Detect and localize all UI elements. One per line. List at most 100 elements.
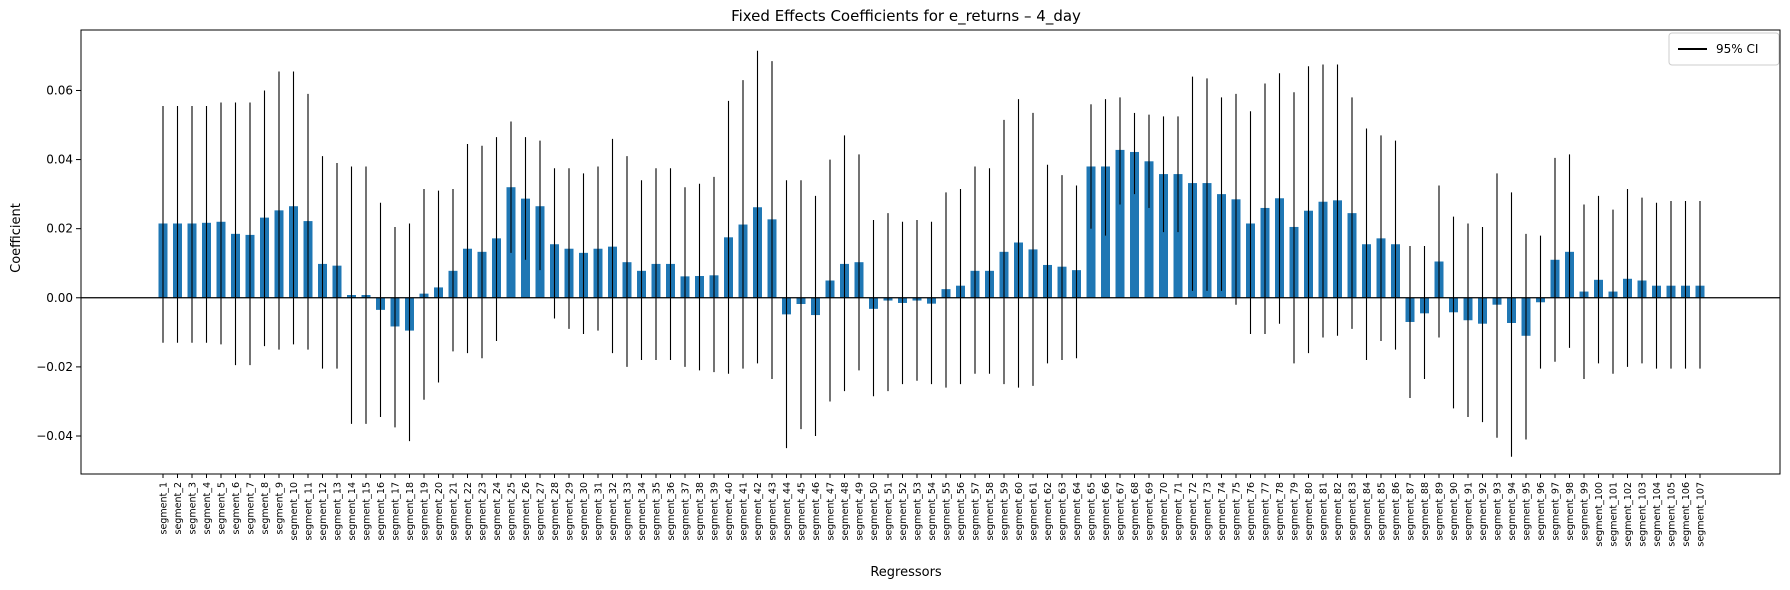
xtick-label: segment_25 — [507, 482, 518, 541]
xtick-label: segment_23 — [478, 482, 489, 541]
bar-segment_65 — [1086, 166, 1096, 298]
xtick-label: segment_99 — [1580, 482, 1591, 541]
xtick-label: segment_101 — [1609, 482, 1620, 547]
xtick-label: segment_96 — [1536, 482, 1547, 541]
xtick-label: segment_18 — [405, 482, 416, 541]
x-axis-label: Regressors — [870, 565, 942, 580]
xtick-label: segment_92 — [1478, 482, 1489, 541]
xtick-label: segment_89 — [1435, 482, 1446, 541]
xtick-label: segment_4 — [202, 482, 213, 534]
xtick-label: segment_86 — [1391, 482, 1402, 541]
bar-segment_70 — [1159, 174, 1168, 298]
xtick-label: segment_80 — [1304, 482, 1315, 541]
xtick-label: segment_67 — [1116, 482, 1127, 541]
xtick-label: segment_3 — [188, 482, 199, 534]
xtick-label: segment_65 — [1087, 482, 1098, 541]
xtick-label: segment_12 — [318, 482, 329, 541]
xtick-label: segment_13 — [333, 482, 344, 541]
xtick-label: segment_82 — [1333, 482, 1344, 541]
ytick-label: 0.04 — [46, 153, 73, 167]
xtick-label: segment_37 — [681, 482, 692, 541]
xtick-label: segment_93 — [1493, 482, 1504, 541]
xtick-label: segment_91 — [1464, 482, 1475, 541]
xtick-label: segment_85 — [1377, 482, 1388, 541]
xtick-label: segment_26 — [521, 482, 532, 541]
xtick-label: segment_50 — [869, 482, 880, 541]
xtick-label: segment_79 — [1290, 482, 1301, 541]
xtick-label: segment_27 — [536, 482, 547, 541]
ytick-label: 0.06 — [46, 83, 73, 97]
xtick-label: segment_104 — [1652, 482, 1663, 547]
xtick-label: segment_70 — [1159, 482, 1170, 541]
xtick-label: segment_62 — [1043, 482, 1054, 541]
xtick-label: segment_83 — [1348, 482, 1359, 541]
xtick-label: segment_47 — [826, 482, 837, 541]
xtick-label: segment_94 — [1507, 482, 1518, 541]
ytick-label: 0.00 — [46, 291, 73, 305]
legend: 95% CI — [1668, 32, 1780, 66]
xtick-label: segment_24 — [492, 482, 503, 541]
xtick-label: segment_42 — [753, 482, 764, 541]
xtick-label: segment_5 — [217, 482, 228, 534]
xtick-label: segment_51 — [884, 482, 895, 541]
xtick-label: segment_105 — [1667, 482, 1678, 547]
xtick-label: segment_88 — [1420, 482, 1431, 541]
y-axis-label: Coefficient — [9, 203, 24, 273]
xtick-label: segment_31 — [594, 482, 605, 541]
xtick-label: segment_19 — [420, 482, 431, 541]
legend-ci-label: 95% CI — [1716, 42, 1758, 56]
xtick-label: segment_29 — [565, 482, 576, 541]
xtick-label: segment_61 — [1029, 482, 1040, 541]
xtick-label: segment_28 — [550, 482, 561, 541]
xtick-label: segment_78 — [1275, 482, 1286, 541]
xtick-label: segment_72 — [1188, 482, 1199, 541]
ytick-label: 0.02 — [46, 222, 73, 236]
xtick-label: segment_71 — [1174, 482, 1185, 541]
xtick-label: segment_75 — [1232, 482, 1243, 541]
xtick-label: segment_10 — [289, 482, 300, 541]
xtick-label: segment_44 — [782, 482, 793, 541]
xtick-label: segment_46 — [811, 482, 822, 541]
xtick-label: segment_49 — [855, 482, 866, 541]
bar-segment_68 — [1130, 151, 1139, 298]
xtick-label: segment_41 — [739, 482, 750, 541]
xtick-label: segment_107 — [1696, 482, 1707, 547]
xtick-label: segment_55 — [942, 482, 953, 541]
xtick-label: segment_54 — [927, 482, 938, 541]
xtick-label: segment_87 — [1406, 482, 1417, 541]
xtick-label: segment_100 — [1594, 482, 1605, 547]
xtick-label: segment_90 — [1449, 482, 1460, 541]
xtick-label: segment_97 — [1551, 482, 1562, 541]
chart-title: Fixed Effects Coefficients for e_returns… — [731, 7, 1081, 26]
xtick-label: segment_40 — [724, 482, 735, 541]
xtick-label: segment_9 — [275, 482, 286, 534]
xtick-label: segment_35 — [652, 482, 663, 541]
bar-segment_67 — [1115, 149, 1125, 298]
xtick-label: segment_11 — [304, 482, 315, 541]
xtick-label: segment_17 — [391, 482, 402, 541]
xtick-label: segment_102 — [1623, 482, 1634, 547]
xtick-label: segment_84 — [1362, 482, 1373, 541]
xtick-label: segment_77 — [1261, 482, 1272, 541]
xtick-label: segment_1 — [159, 482, 170, 534]
xtick-label: segment_30 — [579, 482, 590, 541]
xtick-label: segment_59 — [1000, 482, 1011, 541]
xtick-label: segment_45 — [797, 482, 808, 541]
xtick-label: segment_66 — [1101, 482, 1112, 541]
xtick-label: segment_76 — [1246, 482, 1257, 541]
legend-box — [1668, 32, 1780, 66]
xtick-label: segment_95 — [1522, 482, 1533, 541]
xtick-label: segment_63 — [1058, 482, 1069, 541]
xtick-label: segment_68 — [1130, 482, 1141, 541]
xtick-label: segment_69 — [1145, 482, 1156, 541]
xtick-label: segment_32 — [608, 482, 619, 541]
xtick-label: segment_16 — [376, 482, 387, 541]
xtick-label: segment_38 — [695, 482, 706, 541]
xtick-label: segment_52 — [898, 482, 909, 541]
xtick-label: segment_103 — [1638, 482, 1649, 547]
xtick-label: segment_53 — [913, 482, 924, 541]
xtick-label: segment_8 — [260, 482, 271, 534]
xtick-label: segment_74 — [1217, 482, 1228, 541]
